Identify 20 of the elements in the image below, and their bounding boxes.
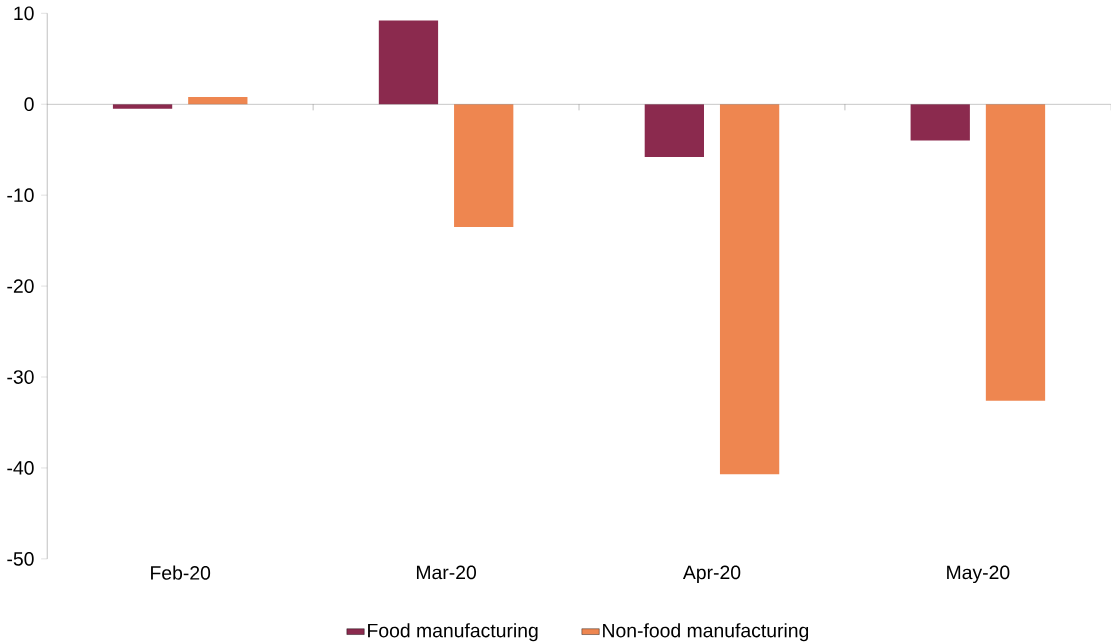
bar [985,104,1046,401]
bar [910,104,970,141]
legend-label: Non-food manufacturing [603,623,809,642]
bar [378,20,439,105]
y-tick-label: 0 [24,97,34,111]
y-tick-label: -20 [7,279,34,293]
bar [719,104,780,475]
y-tick-label: -30 [7,370,34,384]
bar [644,104,704,157]
y-tick-label: -50 [7,551,34,566]
y-tick-label: -10 [7,188,34,202]
x-tick-label: Mar-20 [416,565,476,580]
bar [454,104,514,227]
bar [188,96,248,105]
x-tick-label: Feb-20 [151,565,211,580]
legend-label: Food manufacturing [368,623,538,642]
x-tick-label: Apr-20 [682,565,741,583]
y-tick-label: -40 [7,460,34,475]
x-tick-label: May-20 [947,565,1010,583]
y-tick-label: 10 [14,6,34,21]
